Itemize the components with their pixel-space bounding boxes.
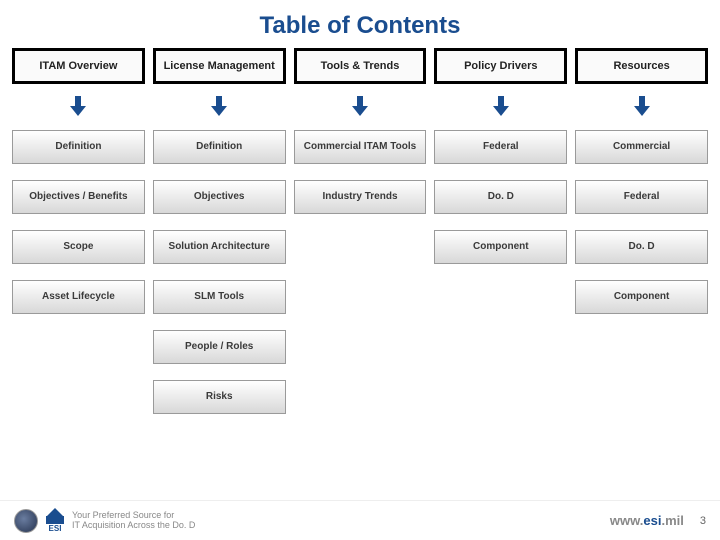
url-prefix: www.	[610, 513, 643, 528]
column-header-label: ITAM Overview	[15, 51, 142, 81]
toc-column: Policy Drivers Federal Do. D Component	[434, 48, 567, 430]
toc-column: Tools & Trends Commercial ITAM Tools Indus…	[294, 48, 427, 430]
footer-url: www.esi.mil	[610, 513, 684, 528]
down-arrow-icon	[211, 96, 227, 116]
footer-right: www.esi.mil 3	[610, 513, 706, 528]
column-header-label: License Management	[156, 51, 283, 81]
footer-left: ESI Your Preferred Source for IT Acquisi…	[14, 508, 195, 533]
toc-item[interactable]: Objectives / Benefits	[12, 180, 145, 214]
toc-item[interactable]: Commercial	[575, 130, 708, 164]
toc-item[interactable]: Scope	[12, 230, 145, 264]
column-header: Resources	[575, 48, 708, 84]
column-header-label: Resources	[578, 51, 705, 81]
column-header-label: Policy Drivers	[437, 51, 564, 81]
toc-item[interactable]: Commercial ITAM Tools	[294, 130, 427, 164]
down-arrow-icon	[634, 96, 650, 116]
toc-item[interactable]: Industry Trends	[294, 180, 427, 214]
toc-column: License Management Definition Objectives So…	[153, 48, 286, 430]
toc-columns: ITAM OverviewDefinitionObjectives / Bene…	[0, 48, 720, 430]
footer-tagline: Your Preferred Source for IT Acquisition…	[72, 511, 195, 531]
footer-tagline-line2: IT Acquisition Across the Do. D	[72, 521, 195, 531]
toc-item[interactable]: Federal	[575, 180, 708, 214]
column-header: Tools & Trends	[294, 48, 427, 84]
toc-column: Resources Commercial Federal Do. D Component	[575, 48, 708, 430]
toc-item[interactable]: Do. D	[434, 180, 567, 214]
toc-item[interactable]: Risks	[153, 380, 286, 414]
dod-seal-icon	[14, 509, 38, 533]
down-arrow-icon	[493, 96, 509, 116]
esi-logo-icon: ESI	[46, 508, 64, 533]
toc-item[interactable]: Solution Architecture	[153, 230, 286, 264]
page-title: Table of Contents	[0, 0, 720, 48]
url-suffix: .mil	[661, 513, 683, 528]
column-header-label: Tools & Trends	[297, 51, 424, 81]
toc-item[interactable]: SLM Tools	[153, 280, 286, 314]
down-arrow-icon	[70, 96, 86, 116]
toc-item[interactable]: People / Roles	[153, 330, 286, 364]
url-mid: esi	[643, 513, 661, 528]
footer: ESI Your Preferred Source for IT Acquisi…	[0, 500, 720, 540]
toc-item[interactable]: Definition	[12, 130, 145, 164]
page-number: 3	[700, 515, 706, 527]
toc-item[interactable]: Objectives	[153, 180, 286, 214]
toc-item[interactable]: Asset Lifecycle	[12, 280, 145, 314]
down-arrow-icon	[352, 96, 368, 116]
column-header: License Management	[153, 48, 286, 84]
toc-column: ITAM Overview Definition Objectives / Bene…	[12, 48, 145, 430]
column-header: Policy Drivers	[434, 48, 567, 84]
toc-item[interactable]: Federal	[434, 130, 567, 164]
column-header: ITAM Overview	[12, 48, 145, 84]
toc-item[interactable]: Definition	[153, 130, 286, 164]
toc-item[interactable]: Component	[575, 280, 708, 314]
toc-item[interactable]: Component	[434, 230, 567, 264]
esi-label: ESI	[49, 524, 62, 533]
toc-item[interactable]: Do. D	[575, 230, 708, 264]
